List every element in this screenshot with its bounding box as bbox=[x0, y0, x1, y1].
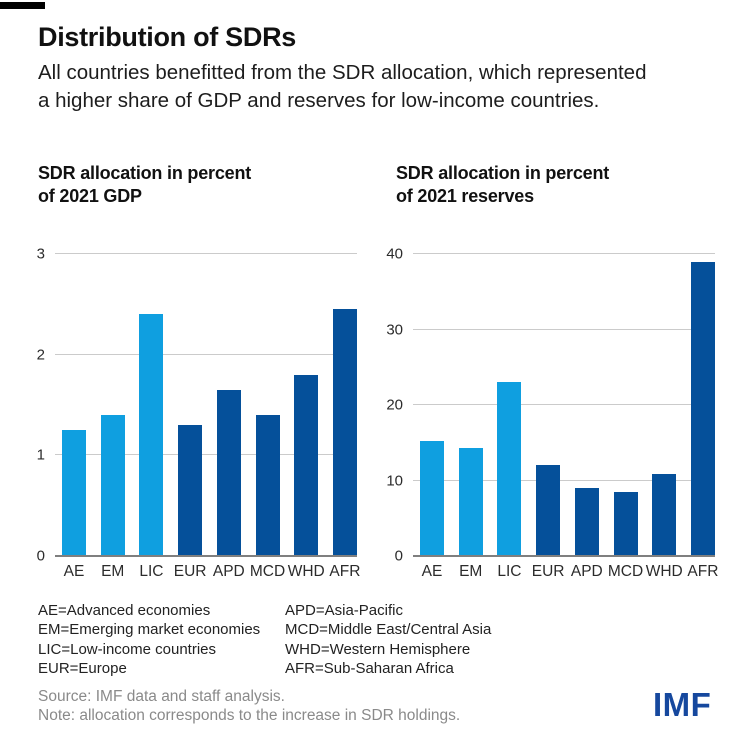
bar-column-ae: AE bbox=[62, 254, 86, 580]
page-title: Distribution of SDRs bbox=[38, 22, 296, 52]
y-axis-tick-label: 10 bbox=[386, 472, 403, 489]
legend-item-ae: AE=Advanced economies bbox=[38, 602, 211, 619]
bar-eur bbox=[178, 425, 203, 556]
gridline bbox=[413, 404, 715, 405]
x-axis-category-label: EUR bbox=[531, 563, 565, 580]
x-axis-category-label: LIC bbox=[139, 563, 164, 580]
bar-column-whd: WHD bbox=[288, 254, 325, 580]
x-axis-category-label: AE bbox=[63, 563, 85, 580]
legend-item-apd: APD=Asia-Pacific bbox=[285, 602, 403, 619]
bar-ae bbox=[420, 441, 444, 556]
x-axis-line bbox=[413, 555, 715, 557]
legend-item-eur: EUR=Europe bbox=[38, 659, 127, 677]
x-axis-line bbox=[55, 555, 357, 557]
chart-reserves: SDR allocation in percent of 2021 reserv… bbox=[386, 162, 718, 592]
x-axis-category-label: AFR bbox=[329, 563, 361, 580]
chart-gdp: SDR allocation in percent of 2021 GDP 0 1… bbox=[37, 162, 361, 592]
legend-item-afr: AFR=Sub-Saharan Africa bbox=[285, 659, 454, 677]
y-axis-tick-label: 20 bbox=[386, 396, 403, 414]
y-axis-tick-label: 0 bbox=[394, 547, 403, 565]
gridline bbox=[55, 353, 357, 355]
bar-afr bbox=[690, 261, 715, 556]
bar-apd bbox=[574, 488, 599, 556]
chart-gdp-plot-area: 0 1 2 3 AE EM LIC EUR APD MCD WHD AFR bbox=[37, 247, 361, 581]
bar-apd bbox=[216, 389, 241, 556]
x-axis-category-label: WHD bbox=[645, 563, 683, 580]
x-axis-category-label: MCD bbox=[607, 563, 644, 580]
page-subtitle: All countries benefitted from the SDR al… bbox=[38, 59, 646, 114]
page-subtitle-line-2: a higher share of GDP and reserves for l… bbox=[38, 88, 600, 112]
bar-em bbox=[458, 448, 483, 556]
gridline bbox=[55, 253, 357, 254]
x-axis-category-label: WHD bbox=[287, 563, 325, 580]
bars-container: AE EM LIC EUR APD MCD WHD AFR bbox=[413, 254, 718, 580]
legend-item-em: EM=Emerging market economies bbox=[38, 621, 261, 639]
chart-gdp-title-line-1: SDR allocation in percent bbox=[38, 163, 252, 183]
chart-gdp-title-line-2: of 2021 GDP bbox=[38, 186, 142, 206]
abbreviation-legend: AE=Advanced economies EM=Emerging market… bbox=[38, 601, 491, 678]
abbreviation-legend-column-1: AE=Advanced economies EM=Emerging market… bbox=[38, 601, 285, 678]
gridline bbox=[55, 454, 357, 456]
y-axis-tick-label: 30 bbox=[386, 321, 403, 338]
y-axis-tick-label: 0 bbox=[36, 547, 45, 565]
chart-reserves-title: SDR allocation in percent of 2021 reserv… bbox=[396, 162, 609, 208]
x-axis-category-label: AE bbox=[421, 563, 443, 580]
abbreviation-legend-column-2: APD=Asia-Pacific MCD=Middle East/Central… bbox=[285, 601, 491, 678]
x-axis-category-label: MCD bbox=[249, 563, 286, 580]
bar-column-mcd: MCD bbox=[608, 254, 643, 580]
chart-reserves-title-line-2: of 2021 reserves bbox=[396, 186, 534, 206]
x-axis-category-label: APD bbox=[570, 563, 603, 580]
bar-column-lic: LIC bbox=[497, 254, 522, 580]
x-axis-category-label: EUR bbox=[173, 563, 207, 580]
legend-item-mcd: MCD=Middle East/Central Asia bbox=[285, 621, 492, 639]
bar-column-lic: LIC bbox=[139, 254, 164, 580]
gridline bbox=[413, 328, 715, 330]
bars-container: AE EM LIC EUR APD MCD WHD AFR bbox=[55, 254, 360, 580]
x-axis-category-label: APD bbox=[212, 563, 245, 580]
bar-lic bbox=[497, 382, 522, 556]
x-axis-category-label: LIC bbox=[497, 563, 522, 580]
gridline bbox=[413, 479, 715, 481]
allocation-note: Note: allocation corresponds to the incr… bbox=[38, 706, 461, 724]
bar-mcd bbox=[613, 491, 638, 556]
y-axis-tick-label: 2 bbox=[36, 346, 45, 364]
bar-column-eur: EUR bbox=[532, 254, 564, 580]
bar-column-em: EM bbox=[458, 254, 483, 580]
imf-logo: IMF bbox=[653, 686, 712, 723]
legend-item-whd: WHD=Western Hemisphere bbox=[285, 640, 471, 658]
footnotes: Source: IMF data and staff analysis. Not… bbox=[38, 688, 460, 725]
bar-column-apd: APD bbox=[571, 254, 603, 580]
bar-lic bbox=[139, 314, 164, 556]
gridline bbox=[413, 253, 715, 254]
bar-column-ae: AE bbox=[420, 254, 444, 580]
y-axis-tick-label: 3 bbox=[36, 245, 45, 263]
x-axis-category-label: EM bbox=[101, 563, 125, 580]
source-note: Source: IMF data and staff analysis. bbox=[38, 688, 285, 705]
top-left-dash bbox=[0, 2, 45, 9]
bar-mcd bbox=[255, 415, 280, 556]
chart-gdp-title: SDR allocation in percent of 2021 GDP bbox=[38, 162, 251, 208]
bar-column-afr: AFR bbox=[687, 254, 718, 580]
y-axis-tick-label: 1 bbox=[36, 446, 45, 464]
bar-column-apd: APD bbox=[213, 254, 245, 580]
x-axis-category-label: EM bbox=[459, 563, 483, 580]
bar-eur bbox=[536, 465, 561, 556]
bar-column-afr: AFR bbox=[329, 254, 360, 580]
x-axis-category-label: AFR bbox=[687, 563, 719, 580]
bar-afr bbox=[332, 309, 357, 556]
chart-reserves-title-line-1: SDR allocation in percent bbox=[396, 163, 610, 183]
bar-ae bbox=[62, 430, 86, 556]
y-axis-tick-label: 40 bbox=[386, 245, 403, 263]
bar-whd bbox=[652, 474, 677, 556]
bar-column-em: EM bbox=[100, 254, 125, 580]
bar-column-eur: EUR bbox=[174, 254, 206, 580]
legend-item-lic: LIC=Low-income countries bbox=[38, 640, 217, 658]
bar-em bbox=[100, 415, 125, 556]
bar-column-whd: WHD bbox=[646, 254, 683, 580]
page-subtitle-line-1: All countries benefitted from the SDR al… bbox=[38, 61, 647, 84]
chart-reserves-plot-area: 0 10 20 30 40 AE EM LIC EUR APD MCD WHD AFR bbox=[386, 247, 718, 581]
bar-column-mcd: MCD bbox=[250, 254, 285, 580]
bar-whd bbox=[294, 374, 319, 556]
